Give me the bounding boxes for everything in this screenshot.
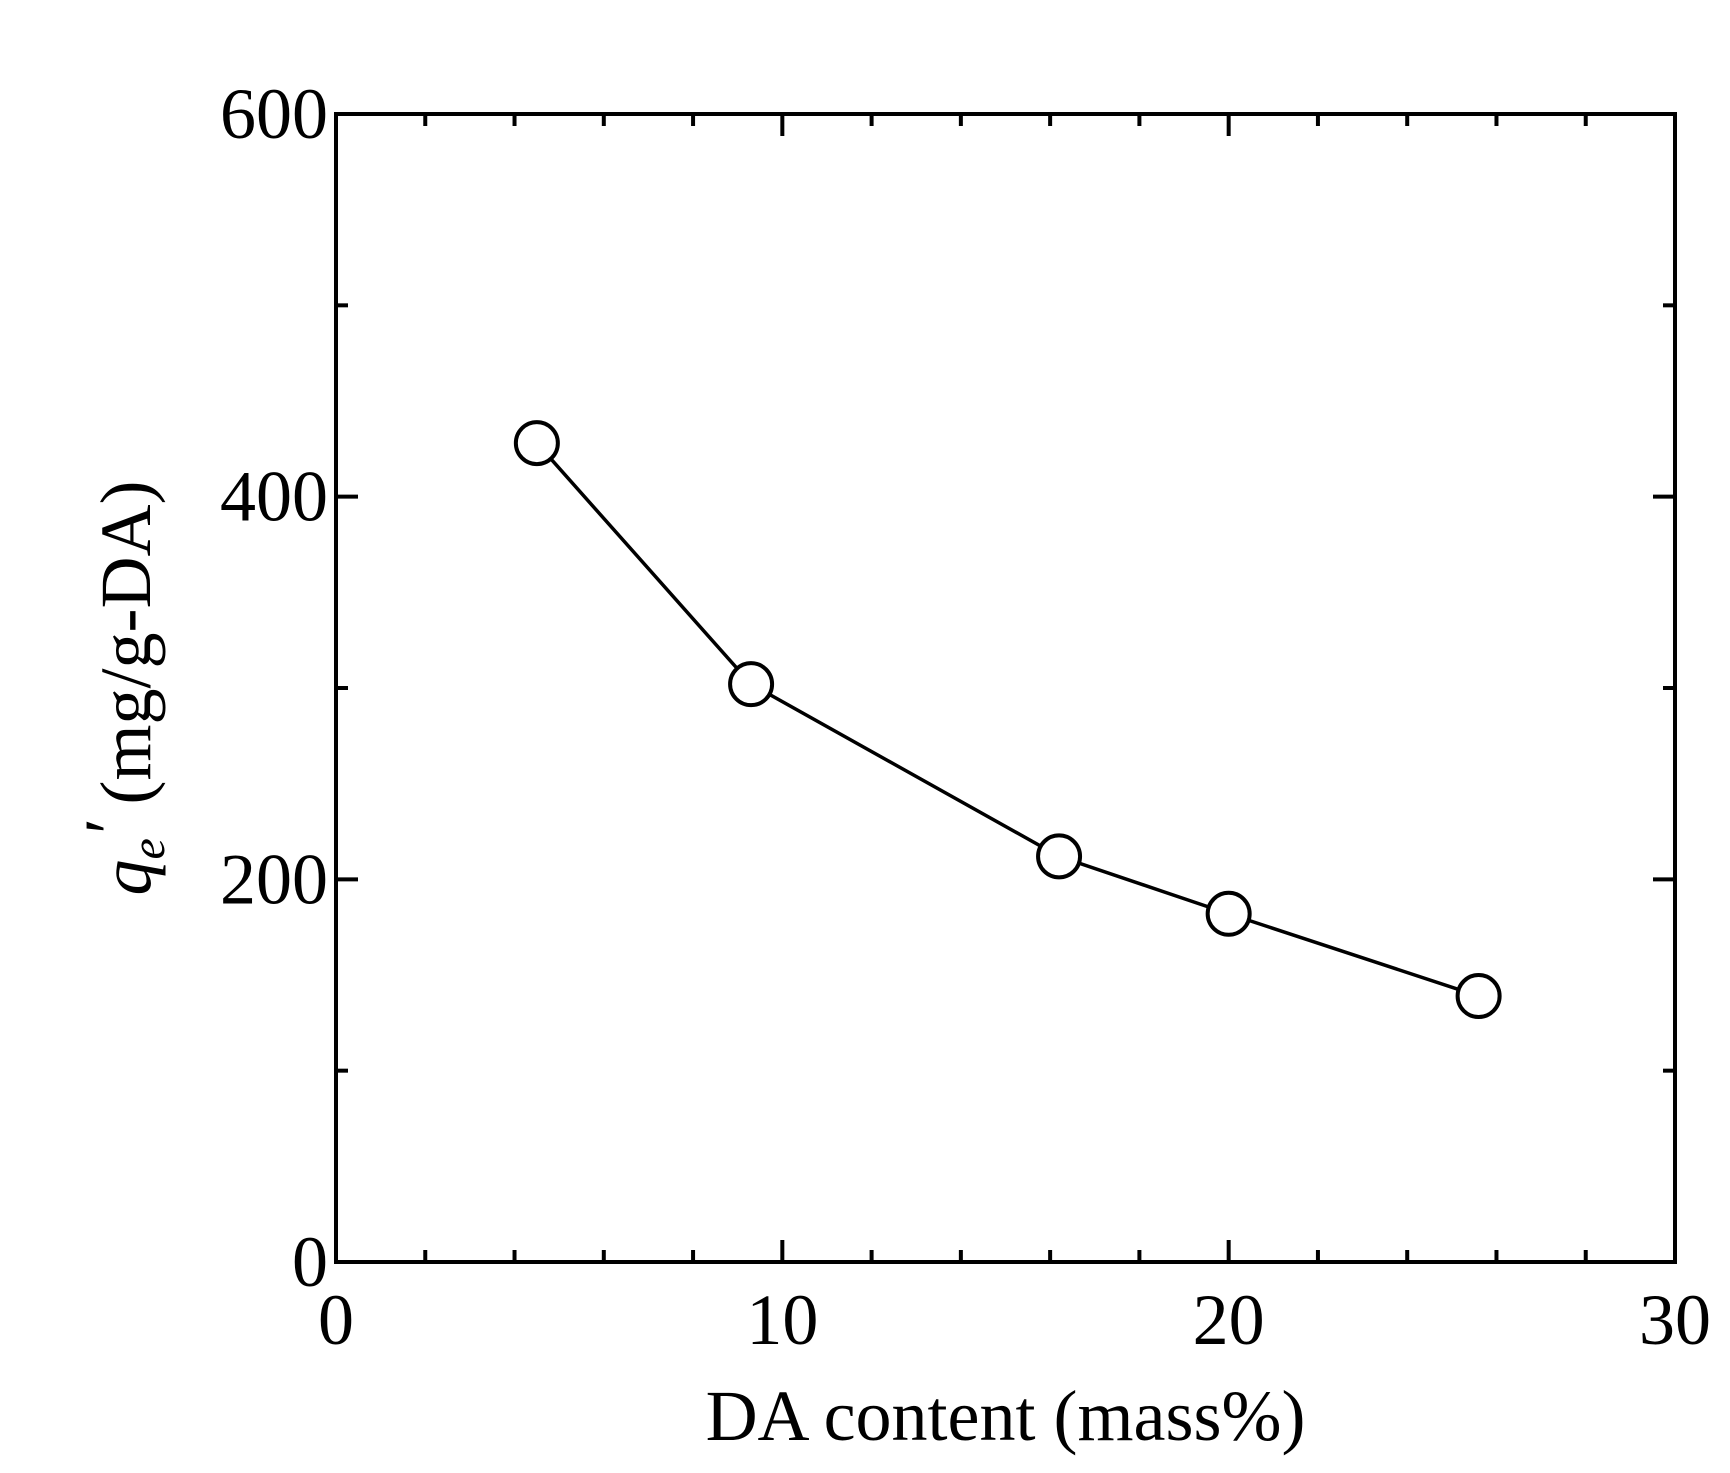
y-axis-label-symbol: q bbox=[86, 860, 166, 896]
axis-ticks bbox=[334, 112, 1677, 1264]
series-group bbox=[513, 420, 1502, 1020]
data-point bbox=[728, 661, 775, 708]
y-tick-label: 600 bbox=[220, 74, 328, 154]
plot-frame bbox=[334, 112, 1677, 1264]
y-axis-label-prime: ′ bbox=[70, 821, 150, 838]
x-axis-label: DA content (mass%) bbox=[706, 1376, 1306, 1456]
data-point bbox=[1205, 890, 1252, 937]
x-tick-label: 30 bbox=[1639, 1280, 1711, 1360]
y-tick-label: 200 bbox=[220, 839, 328, 919]
y-axis-label-unit: (mg/g-DA) bbox=[86, 481, 166, 823]
data-point bbox=[1036, 833, 1083, 880]
x-tick-label: 0 bbox=[318, 1280, 354, 1360]
x-tick-label: 10 bbox=[746, 1280, 818, 1360]
data-point bbox=[1455, 973, 1502, 1020]
data-point bbox=[513, 420, 560, 467]
x-tick-label: 20 bbox=[1193, 1280, 1265, 1360]
y-tick-label: 0 bbox=[292, 1222, 328, 1302]
series-line bbox=[535, 441, 1480, 998]
tick-labels: 0 10 20 30 0 200 400 600 bbox=[220, 74, 1711, 1360]
y-tick-label: 400 bbox=[220, 457, 328, 537]
y-axis-label-subscript: e bbox=[122, 838, 175, 859]
y-axis-label: qe′ (mg/g-DA) bbox=[70, 481, 175, 896]
